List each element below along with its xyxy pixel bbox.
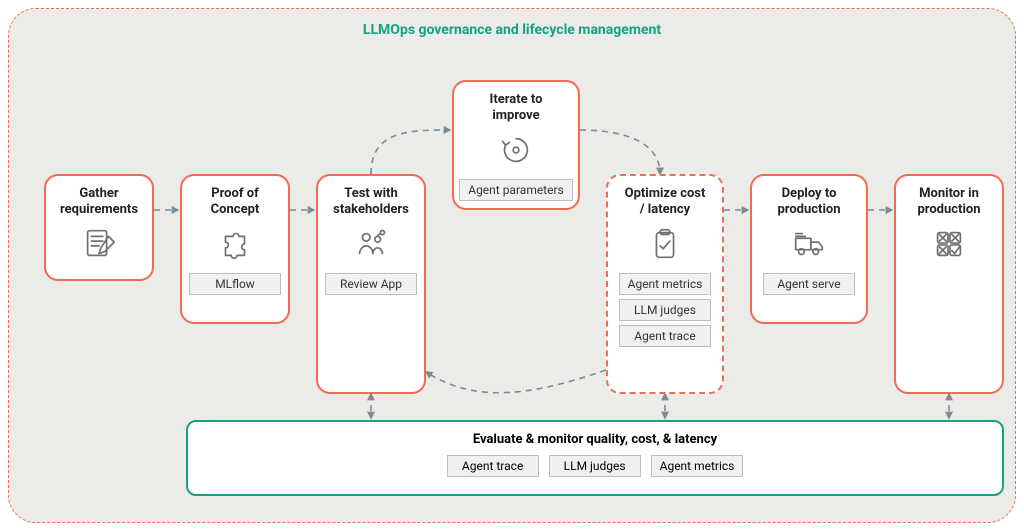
node-monitor-label: Monitor inproduction	[917, 186, 980, 219]
tag: Agent metrics	[619, 273, 712, 295]
node-poc-label: Proof ofConcept	[211, 186, 260, 219]
diagram-canvas: LLMOps governance and lifecycle manageme…	[0, 0, 1024, 531]
node-deploy: Deploy toproduction Agent serve	[750, 174, 868, 324]
clipboard-icon	[646, 225, 684, 267]
node-test-label: Test withstakeholders	[333, 186, 409, 219]
node-gather: Gatherrequirements	[44, 174, 154, 281]
evaluate-panel-title: Evaluate & monitor quality, cost, & late…	[473, 432, 717, 447]
tag: Agent parameters	[459, 179, 573, 201]
node-optimize: Optimize cost/ latency Agent metrics LLM j…	[606, 174, 724, 394]
tag: LLM judges	[619, 299, 711, 321]
node-deploy-tags: Agent serve	[758, 273, 860, 295]
truck-icon	[790, 225, 828, 267]
puzzle-icon	[216, 225, 254, 267]
node-optimize-label: Optimize cost/ latency	[625, 186, 706, 219]
tag: Agent trace	[447, 455, 539, 477]
evaluate-panel-tags: Agent trace LLM judges Agent metrics	[447, 455, 744, 477]
doc-pencil-icon	[80, 225, 118, 267]
node-test: Test withstakeholders Review App	[316, 174, 426, 394]
node-optimize-tags: Agent metrics LLM judges Agent trace	[614, 273, 716, 347]
node-monitor: Monitor inproduction	[894, 174, 1004, 394]
people-icon	[352, 225, 390, 267]
tag: Agent metrics	[651, 455, 744, 477]
tag: Agent trace	[619, 325, 711, 347]
evaluate-panel: Evaluate & monitor quality, cost, & late…	[186, 420, 1004, 496]
tag: MLflow	[189, 273, 281, 295]
node-poc: Proof ofConcept MLflow	[180, 174, 290, 324]
node-gather-label: Gatherrequirements	[60, 186, 138, 219]
tag: Agent serve	[763, 273, 855, 295]
node-iterate: Iterate toimprove Agent parameters	[452, 80, 580, 210]
node-iterate-label: Iterate toimprove	[490, 92, 543, 125]
tag: LLM judges	[549, 455, 641, 477]
diagram-title: LLMOps governance and lifecycle manageme…	[0, 22, 1024, 38]
cycle-icon	[497, 131, 535, 173]
node-poc-tags: MLflow	[188, 273, 282, 295]
grid-check-icon	[930, 225, 968, 267]
node-iterate-tags: Agent parameters	[460, 179, 572, 201]
node-test-tags: Review App	[324, 273, 418, 295]
node-deploy-label: Deploy toproduction	[777, 186, 840, 219]
tag: Review App	[325, 273, 417, 295]
